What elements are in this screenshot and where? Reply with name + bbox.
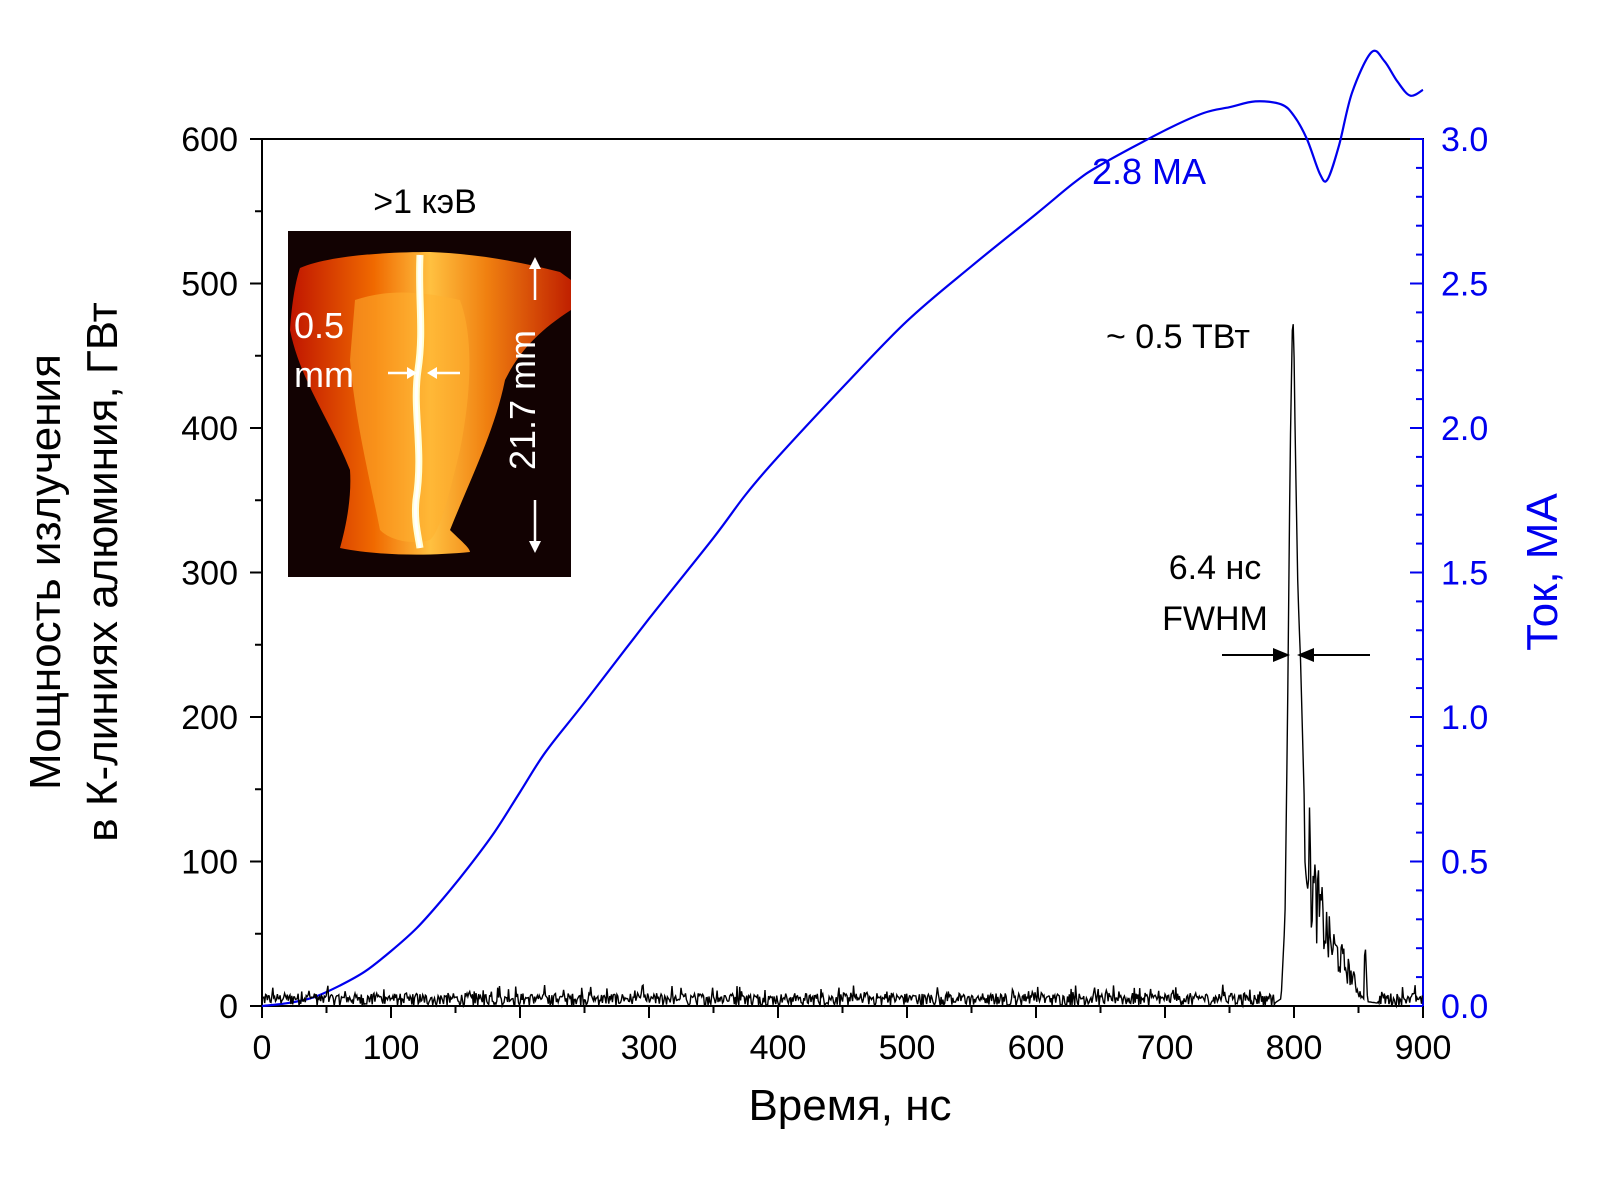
inset-length-label: 21.7 mm (502, 330, 543, 470)
y-right-axis-label: Ток, МА (1518, 493, 1567, 651)
x-tick-label: 600 (1008, 1029, 1065, 1067)
annotation-fwhm-label: FWHM (1162, 600, 1268, 638)
y-left-tick-label: 500 (181, 266, 238, 304)
y-left-tick-label: 100 (181, 844, 238, 882)
y-right-tick-label: 1.5 (1441, 555, 1488, 593)
inset-width-label-value: 0.5 (294, 305, 344, 346)
y-left-tick-label: 0 (219, 988, 238, 1026)
x-tick-label: 800 (1266, 1029, 1323, 1067)
x-tick-label: 500 (879, 1029, 936, 1067)
series-power-line (261, 324, 1424, 1009)
x-tick-label: 200 (492, 1029, 549, 1067)
annotation-peak-power: ~ 0.5 ТВт (1106, 318, 1250, 356)
inset-image: >1 кэВ 0.5 mm 21.7 mm (288, 183, 571, 577)
x-tick-label: 700 (1137, 1029, 1194, 1067)
y-right-tick-label: 2.5 (1441, 266, 1488, 304)
y-left-tick-label: 400 (181, 410, 238, 448)
y-left-axis-ticks: 0 100 200 300 400 500 600 (181, 121, 262, 1026)
inset-title: >1 кэВ (373, 183, 477, 221)
inset-width-arrows (388, 367, 460, 379)
y-right-tick-label: 0.0 (1441, 988, 1488, 1026)
x-tick-label: 100 (363, 1029, 420, 1067)
y-right-tick-label: 0.5 (1441, 844, 1488, 882)
x-tick-label: 900 (1395, 1029, 1452, 1067)
y-left-tick-label: 200 (181, 699, 238, 737)
inset-width-label-unit: mm (294, 354, 354, 395)
x-tick-label: 300 (621, 1029, 678, 1067)
series-current-line (261, 49, 1424, 1008)
x-axis-ticks: 0 100 200 300 400 500 600 700 800 900 (253, 1006, 1452, 1067)
y-left-tick-label: 600 (181, 121, 238, 159)
x-tick-label: 0 (253, 1029, 272, 1067)
y-left-axis-label-line2: в К-линиях алюминия, ГВт (78, 302, 127, 842)
y-right-axis-ticks: 0.0 0.5 1.0 1.5 2.0 2.5 3.0 (1410, 121, 1488, 1026)
y-right-tick-label: 1.0 (1441, 699, 1488, 737)
y-right-tick-label: 2.0 (1441, 410, 1488, 448)
x-axis-label: Время, нс (748, 1081, 951, 1130)
annotation-fwhm-value: 6.4 нс (1169, 549, 1262, 587)
y-left-axis-label-line1: Мощность излучения (21, 354, 70, 790)
inset-length-arrow (529, 257, 541, 553)
x-tick-label: 400 (750, 1029, 807, 1067)
fwhm-arrows (1222, 648, 1370, 662)
annotation-peak-current: 2.8 МА (1092, 151, 1206, 192)
y-right-tick-label: 3.0 (1441, 121, 1488, 159)
y-left-tick-label: 300 (181, 555, 238, 593)
